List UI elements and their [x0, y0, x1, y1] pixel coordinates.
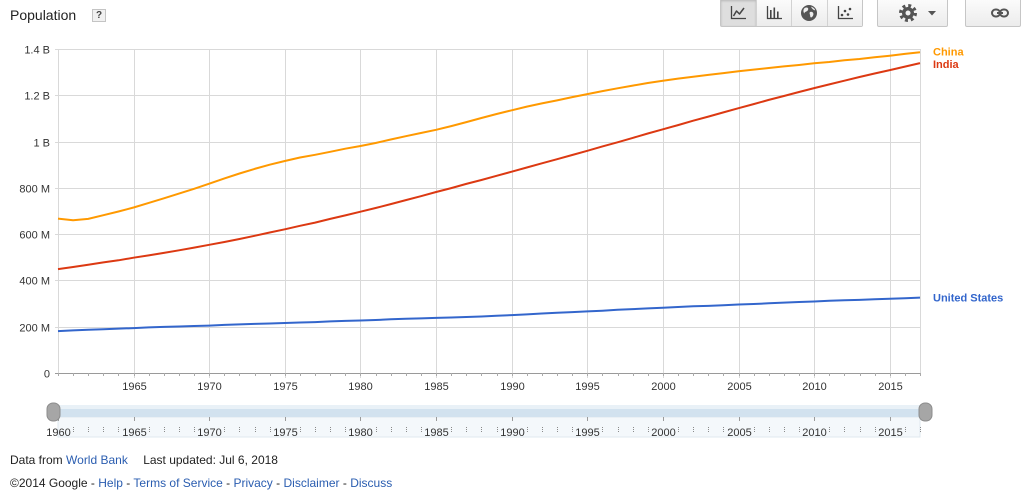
source-prefix: Data from	[10, 453, 63, 467]
timeline-tick-label: 2000	[651, 427, 675, 439]
help-button[interactable]: ?	[92, 9, 106, 22]
x-axis-tick-label: 2000	[651, 381, 675, 393]
bar-chart-icon	[766, 6, 782, 20]
map-chart-button[interactable]	[791, 0, 827, 26]
y-axis-tick-label: 1 B	[33, 138, 50, 150]
timeline-end-handle[interactable]	[918, 402, 933, 422]
bar-chart-button[interactable]	[755, 0, 791, 26]
chart-type-toolbar	[720, 0, 863, 27]
timeline-slider[interactable]: 1960 1965 1970 1975 1980 1985 1990 1995 2000 2005…	[46, 402, 933, 439]
legal-links-line: ©2014 Google - Help - Terms of Service -…	[10, 476, 392, 491]
x-axis-tick-label: 1970	[197, 381, 221, 393]
separator: -	[126, 476, 131, 490]
timeline-tick-label: 1985	[424, 427, 448, 439]
series-line-china[interactable]	[57, 51, 921, 222]
scatter-chart-button[interactable]	[826, 0, 862, 26]
y-axis: 0 200 M 400 M 600 M 800 M 1 B 1.2 B 1.4 B	[19, 45, 50, 381]
separator: -	[342, 476, 347, 490]
link-button[interactable]	[965, 0, 1021, 27]
x-axis-tick-label: 2010	[802, 381, 826, 393]
x-axis-tick-label: 1980	[348, 381, 372, 393]
y-axis-tick-label: 1.2 B	[24, 91, 50, 103]
help-link[interactable]: Help	[98, 476, 123, 490]
discuss-link[interactable]: Discuss	[350, 476, 393, 490]
settings-button[interactable]	[877, 0, 948, 27]
chart-title: Population	[10, 7, 77, 23]
disclaimer-link[interactable]: Disclaimer	[283, 476, 340, 490]
line-chart-icon	[730, 6, 747, 20]
y-axis-tick-label: 0	[44, 369, 50, 381]
timeline-tick-label: 1980	[348, 427, 372, 439]
series-label-china[interactable]: China	[933, 46, 964, 58]
x-axis-tick-label: 2005	[727, 381, 751, 393]
timeline-tick-label: 2005	[727, 427, 751, 439]
y-axis-tick-label: 1.4 B	[24, 45, 50, 57]
timeline-tick-label: 1975	[273, 427, 297, 439]
x-axis-tick-label: 1990	[500, 381, 524, 393]
globe-icon	[800, 4, 818, 22]
x-axis: 1965 1970 1975 1980 1985 1990 1995 2000 2005 2010…	[58, 373, 921, 393]
y-axis-tick-label: 600 M	[19, 230, 50, 242]
last-updated: Last updated: Jul 6, 2018	[143, 453, 278, 467]
timeline-tick-label: 2010	[802, 427, 826, 439]
x-axis-tick-label: 1965	[122, 381, 146, 393]
gear-icon	[898, 3, 918, 23]
x-axis-tick-label: 1985	[424, 381, 448, 393]
plot-area[interactable]	[58, 49, 920, 373]
x-axis-tick-label: 1995	[575, 381, 599, 393]
privacy-link[interactable]: Privacy	[233, 476, 273, 490]
y-axis-tick-label: 800 M	[19, 184, 50, 196]
world-bank-link[interactable]: World Bank	[66, 453, 128, 467]
scatter-chart-icon	[837, 6, 853, 20]
timeline-axis-band	[57, 416, 921, 438]
timeline-tick-label: 1995	[575, 427, 599, 439]
terms-of-service-link[interactable]: Terms of Service	[133, 476, 223, 490]
timeline-selection[interactable]	[58, 409, 920, 417]
y-axis-tick-label: 400 M	[19, 276, 50, 288]
y-axis-tick-label: 200 M	[19, 323, 50, 335]
timeline-tick-label: 2015	[878, 427, 902, 439]
link-icon	[991, 8, 1009, 18]
timeline-tick-label: 1965	[122, 427, 146, 439]
line-chart-button[interactable]	[721, 0, 756, 26]
timeline-tick-label: 1960	[46, 427, 70, 439]
series-line-india[interactable]	[57, 62, 921, 271]
data-source-line: Data from World Bank Last updated: Jul 6…	[10, 453, 278, 468]
gridlines	[55, 49, 921, 378]
series-line-united-states[interactable]	[57, 296, 921, 333]
timeline-tick-label: 1990	[500, 427, 524, 439]
separator: -	[276, 476, 281, 490]
x-axis-tick-label: 1975	[273, 381, 297, 393]
caret-down-icon	[928, 10, 936, 16]
series-label-india[interactable]: India	[933, 59, 960, 71]
separator: -	[90, 476, 95, 490]
timeline-start-handle[interactable]	[46, 402, 61, 422]
x-axis-tick-label: 2015	[878, 381, 902, 393]
separator: -	[226, 476, 231, 490]
series-label-united-states[interactable]: United States	[933, 293, 1003, 305]
series-lines[interactable]	[57, 51, 921, 333]
copyright: ©2014 Google	[10, 476, 88, 490]
timeline-tick-label: 1970	[197, 427, 221, 439]
